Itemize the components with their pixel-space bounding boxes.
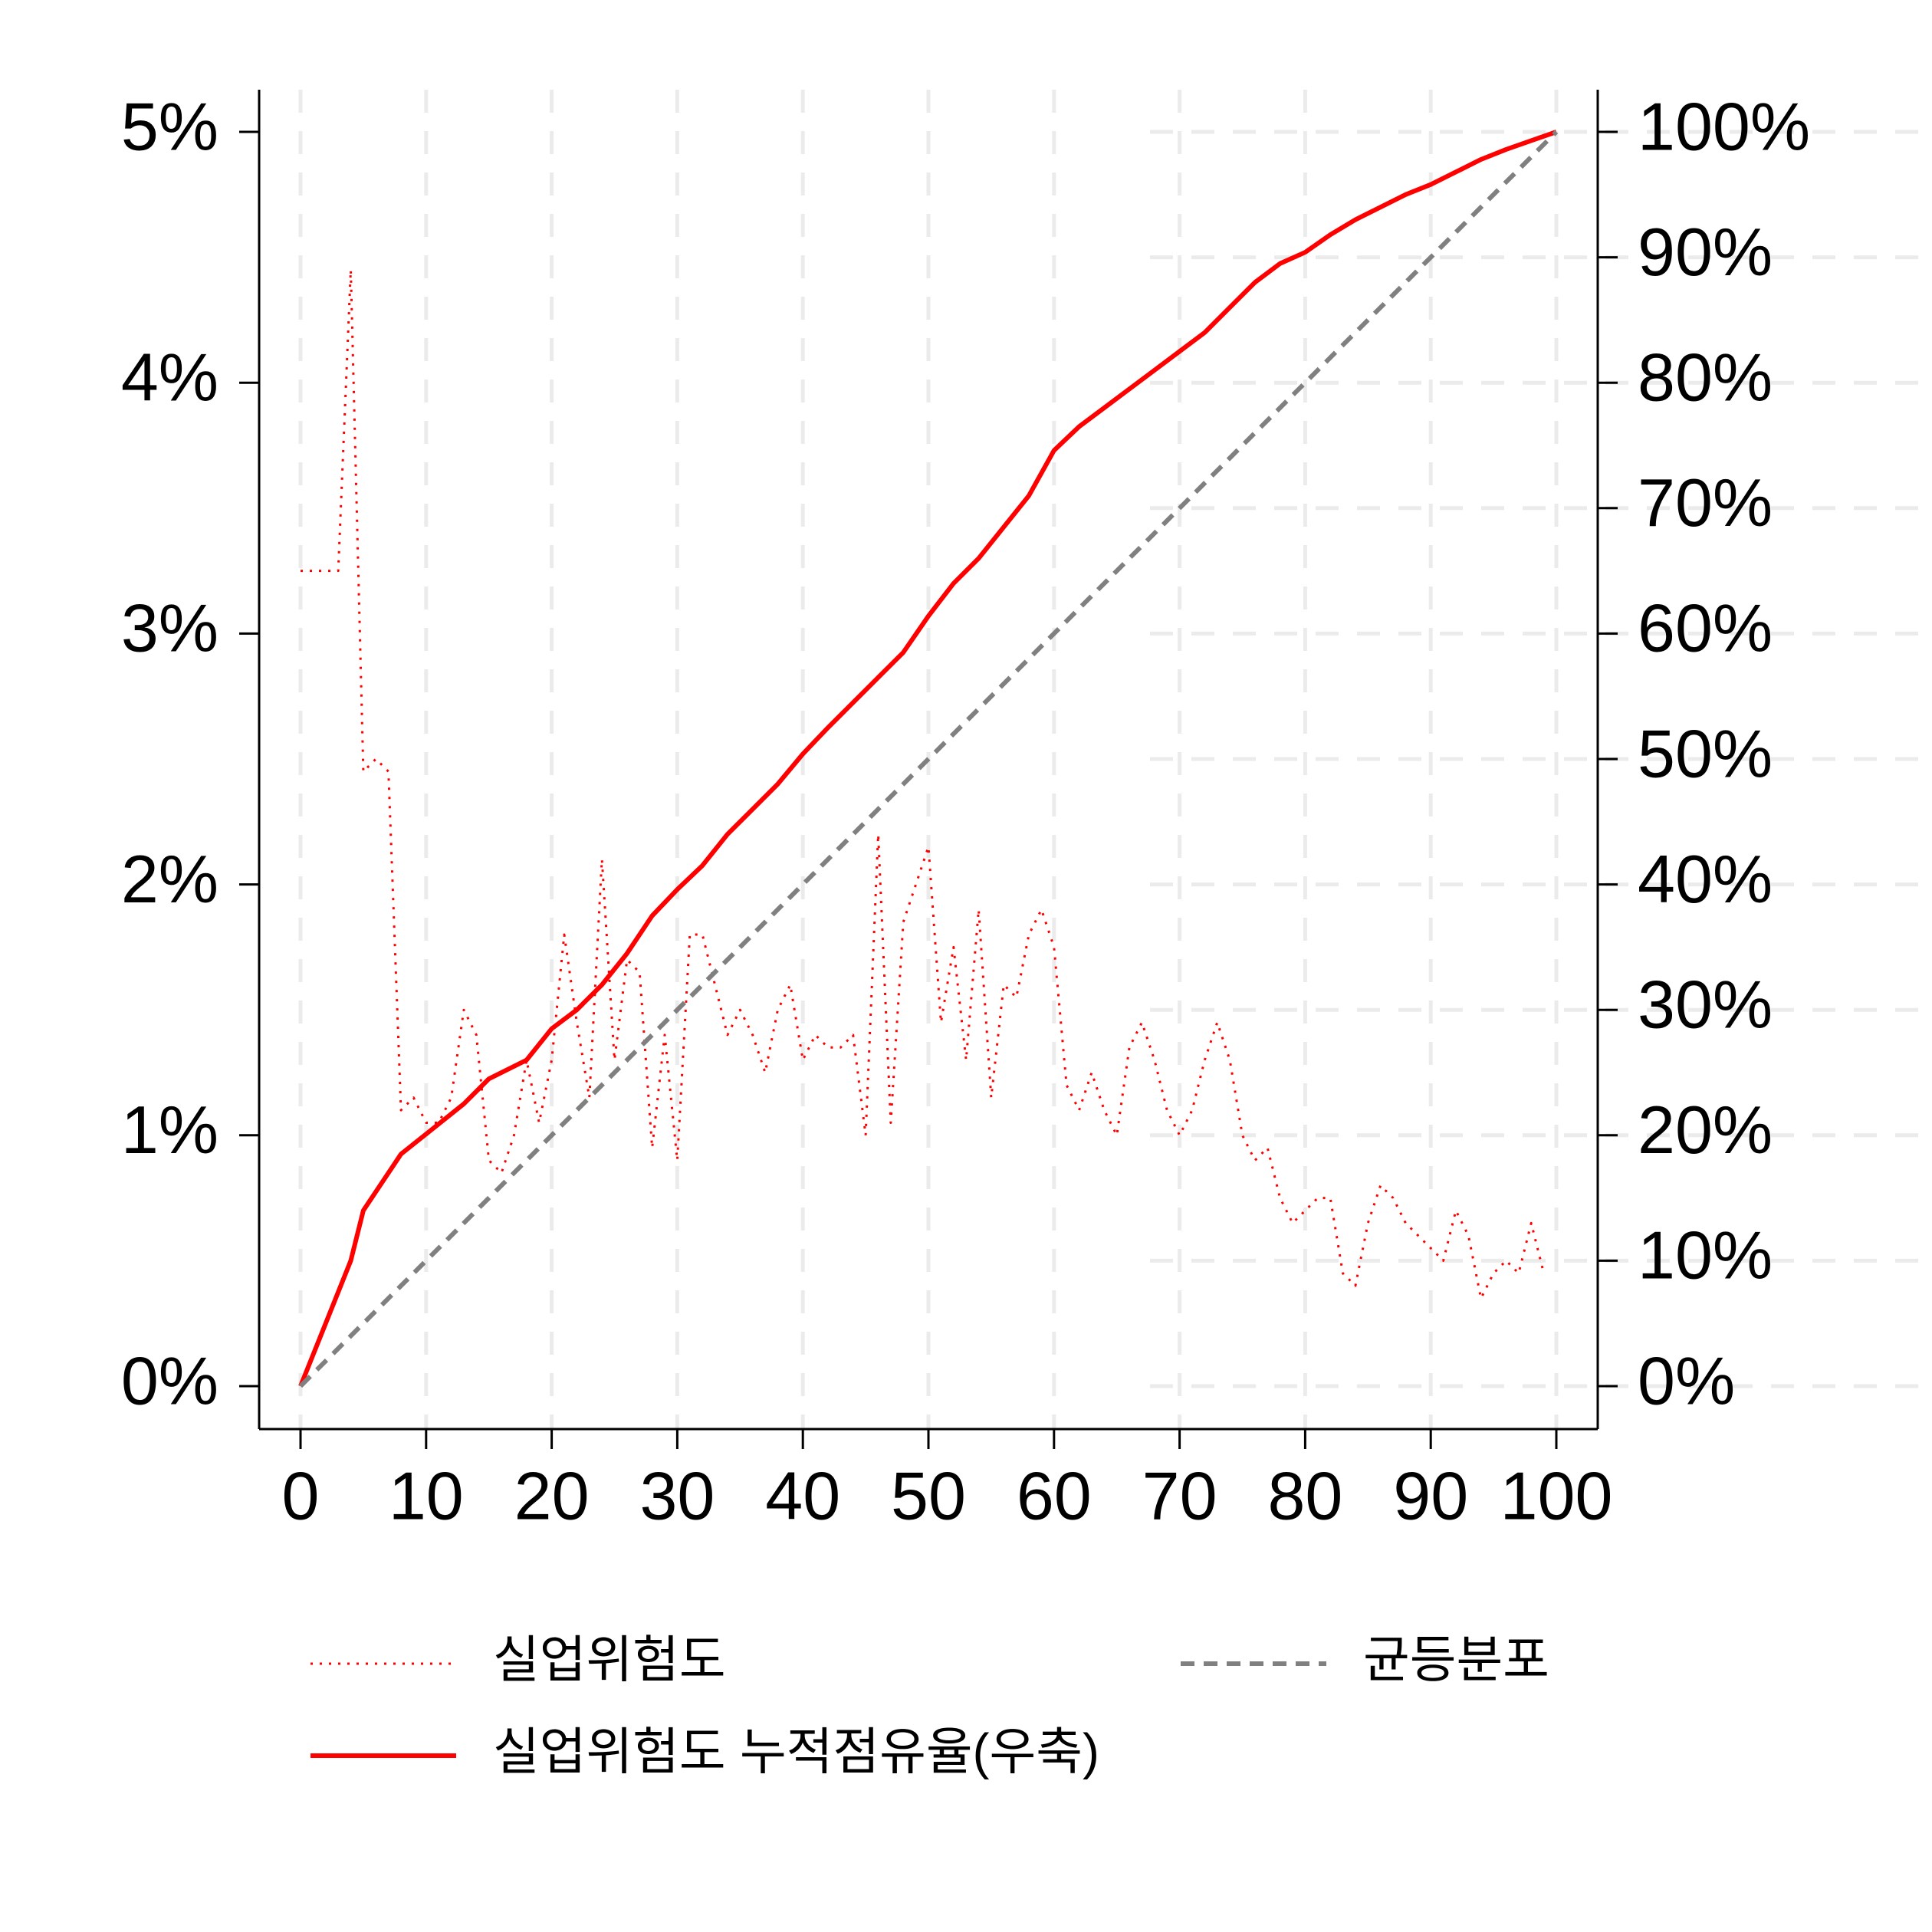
- y2-tick-label: 10%: [1638, 1217, 1773, 1293]
- y2-tick-label: 80%: [1638, 339, 1773, 415]
- y-tick-label: 1%: [121, 1092, 219, 1168]
- y2-tick-label: 90%: [1638, 214, 1773, 290]
- y2-tick-label: 60%: [1638, 590, 1773, 666]
- series-line: [298, 130, 1559, 1388]
- x-tick-label: 30: [639, 1457, 715, 1533]
- legend-label: 균등분포: [1363, 1631, 1549, 1687]
- grid: [298, 90, 1932, 1429]
- x-tick-label: 40: [765, 1457, 840, 1533]
- y2-tick-label: 30%: [1638, 966, 1773, 1042]
- x-tick-label: 20: [514, 1457, 590, 1533]
- x-tick-label: 100: [1500, 1457, 1613, 1533]
- x-tick-label: 80: [1267, 1457, 1342, 1533]
- y2-tick-label: 100%: [1638, 88, 1810, 164]
- x-tick-label: 0: [282, 1457, 320, 1533]
- y-tick-label: 0%: [121, 1342, 219, 1418]
- x-tick-label: 50: [891, 1457, 966, 1533]
- legend-label: 실업위험도: [493, 1631, 726, 1687]
- legend-label: 실업위험도 누적점유율(우축): [493, 1723, 1099, 1779]
- series-line: [298, 130, 1557, 1388]
- y-tick-label: 2%: [121, 841, 219, 917]
- x-tick-label: 90: [1393, 1457, 1468, 1533]
- y2-tick-label: 40%: [1638, 841, 1773, 917]
- y2-tick-label: 20%: [1638, 1092, 1773, 1168]
- y-tick-label: 5%: [121, 88, 219, 164]
- x-tick-label: 70: [1142, 1457, 1217, 1533]
- y2-tick-label: 0%: [1638, 1342, 1735, 1418]
- x-tick-label: 10: [389, 1457, 464, 1533]
- x-tick-label: 60: [1017, 1457, 1092, 1533]
- y-tick-label: 3%: [121, 590, 219, 666]
- y2-tick-label: 50%: [1638, 715, 1773, 791]
- y2-tick-label: 70%: [1638, 465, 1773, 540]
- y-tick-label: 4%: [121, 339, 219, 415]
